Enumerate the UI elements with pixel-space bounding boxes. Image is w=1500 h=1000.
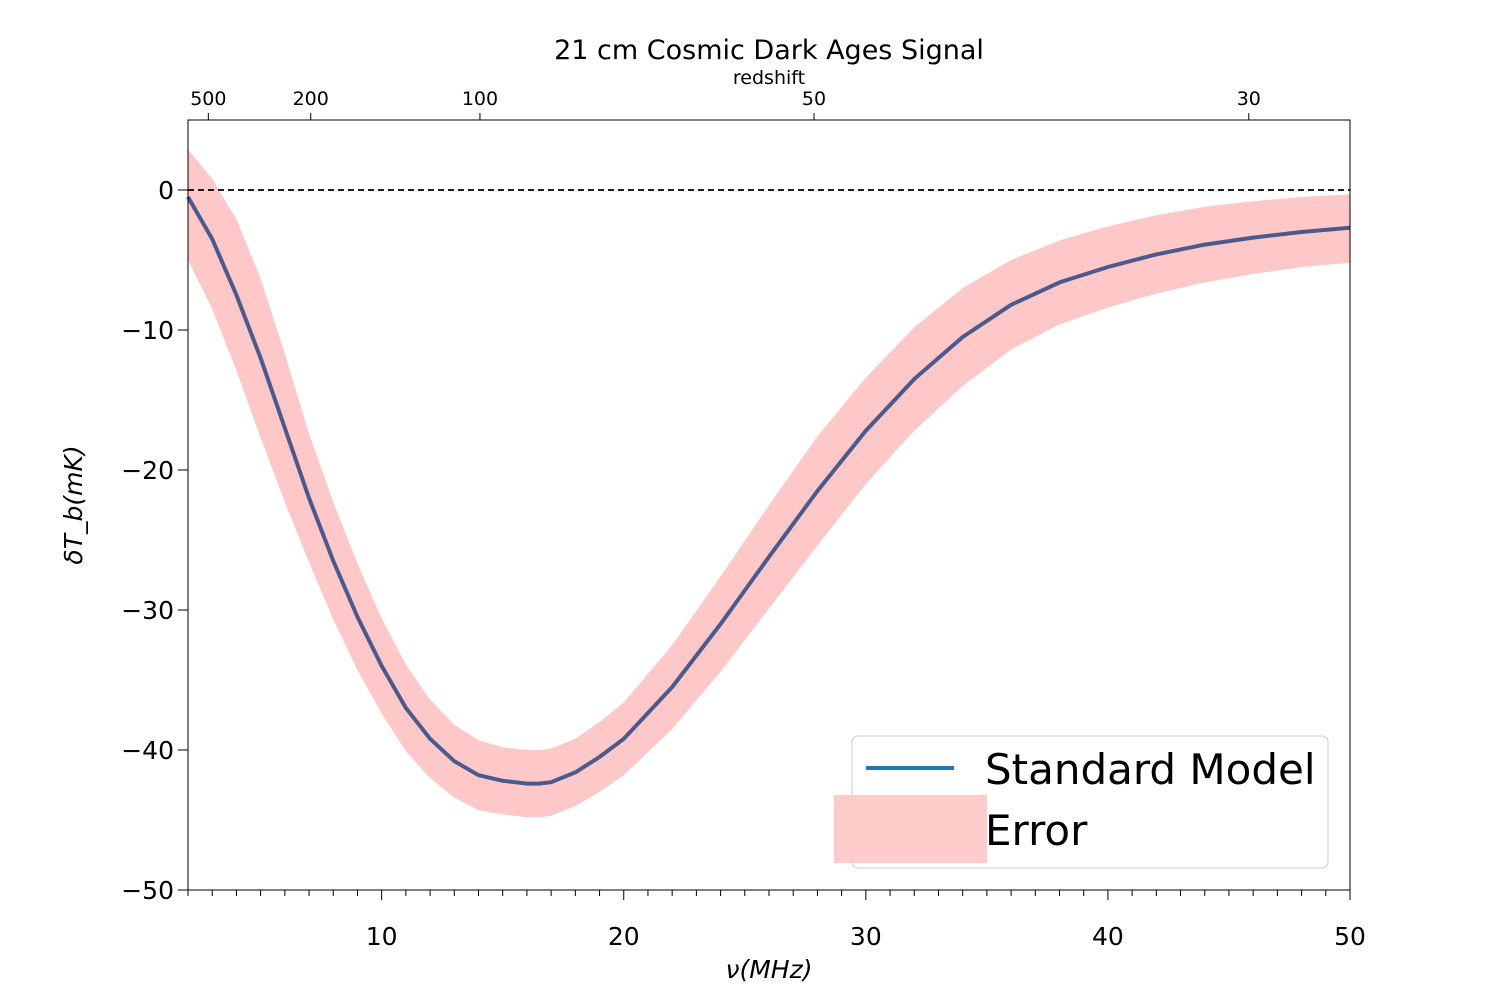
redshift-tick-label: 30: [1237, 88, 1261, 110]
redshift-tick-label: 100: [462, 88, 498, 110]
x-axis-ticks: 10 20 30 40 50: [187, 890, 1366, 951]
error-band: [188, 149, 1350, 818]
x-tick-label: 40: [1092, 922, 1124, 951]
x-axis-label: ν(MHz): [726, 955, 813, 984]
y-tick-label: −50: [121, 876, 174, 905]
y-tick-label: −10: [121, 316, 174, 345]
redshift-tick-label: 50: [802, 88, 826, 110]
error-band-layer: [188, 149, 1350, 818]
series-line-layer: [186, 196, 1351, 786]
legend-label-error: Error: [985, 806, 1088, 855]
redshift-axis-ticks: 500 200 100 50 30: [190, 88, 1261, 120]
y-axis-label: δT_b(mK): [59, 445, 88, 564]
x-tick-label: 10: [366, 922, 398, 951]
redshift-tick-label: 500: [190, 88, 226, 110]
legend-swatch-error: [834, 795, 987, 863]
x-tick-label: 20: [608, 922, 640, 951]
chart-title: 21 cm Cosmic Dark Ages Signal: [554, 35, 984, 66]
y-tick-label: −20: [121, 456, 174, 485]
redshift-axis-label: redshift: [733, 67, 805, 89]
y-tick-label: −40: [121, 736, 174, 765]
y-tick-label: 0: [158, 176, 174, 205]
x-tick-label: 30: [850, 922, 882, 951]
x-tick-label: 50: [1334, 922, 1366, 951]
redshift-tick-label: 200: [293, 88, 329, 110]
legend: Standard Model Error: [834, 735, 1329, 869]
y-axis-ticks: 0 −10 −20 −30 −40 −50: [121, 176, 188, 905]
legend-label-standard-model: Standard Model: [985, 745, 1316, 794]
y-tick-label: −30: [121, 596, 174, 625]
standard-model-line: [186, 196, 1351, 786]
